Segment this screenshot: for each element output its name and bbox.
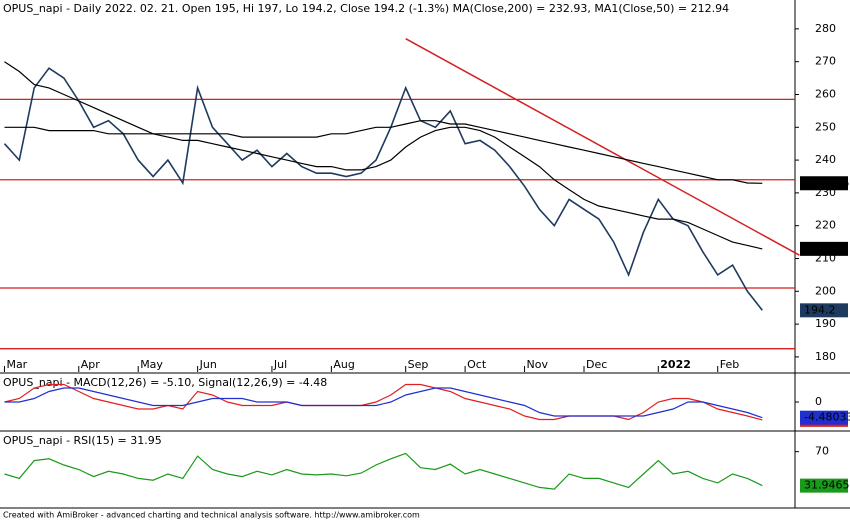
last-value-label: 194.2 — [804, 303, 836, 316]
x-tick-label: May — [140, 358, 163, 371]
last-value-box — [800, 410, 848, 425]
series-line — [4, 61, 763, 250]
last-value-box — [800, 303, 848, 318]
x-tick-label: Mar — [6, 358, 27, 371]
x-tick-label: Apr — [81, 358, 101, 371]
pane-title: OPUS_napi - Daily 2022. 02. 21. Open 195… — [3, 2, 729, 15]
series-line — [4, 452, 763, 490]
y-tick-label: 0 — [815, 395, 822, 408]
x-tick-label: Aug — [333, 358, 354, 371]
y-tick-label: 270 — [815, 55, 836, 68]
y-tick-label: 240 — [815, 153, 836, 166]
series-line — [4, 387, 763, 419]
y-tick-label: 200 — [815, 284, 836, 297]
last-value-box — [800, 478, 848, 493]
x-tick-label: Jun — [199, 358, 217, 371]
x-tick-label: Nov — [527, 358, 549, 371]
y-tick-label: 260 — [815, 87, 836, 100]
y-tick-label: 70 — [815, 445, 829, 458]
footer: Created with AmiBroker - advanced charti… — [3, 511, 420, 520]
x-tick-label: 2022 — [660, 358, 691, 371]
trend-line — [405, 38, 800, 256]
x-tick-label: Oct — [467, 358, 487, 371]
pane-title: OPUS_napi - MACD(12,26) = -5.10, Signal(… — [3, 376, 327, 389]
series-line — [4, 120, 763, 184]
x-tick-label: Jul — [273, 358, 287, 371]
x-tick-label: Dec — [586, 358, 607, 371]
y-tick-label: 280 — [815, 22, 836, 35]
last-value-box — [800, 176, 848, 191]
series-line — [3, 67, 763, 311]
x-tick-label: Feb — [720, 358, 739, 371]
x-tick-label: Sep — [408, 358, 429, 371]
last-value-label: 31.9465 — [804, 479, 850, 492]
last-value-label: -4.48033 — [804, 411, 850, 424]
y-tick-label: 190 — [815, 317, 836, 330]
last-value-label: 212.94 — [804, 242, 843, 255]
last-value-label: 232.935 — [804, 176, 850, 189]
y-tick-label: 220 — [815, 219, 836, 232]
y-tick-label: 250 — [815, 120, 836, 133]
pane-title: OPUS_napi - RSI(15) = 31.95 — [3, 434, 162, 447]
last-value-box — [800, 241, 848, 256]
y-tick-label: 180 — [815, 350, 836, 363]
